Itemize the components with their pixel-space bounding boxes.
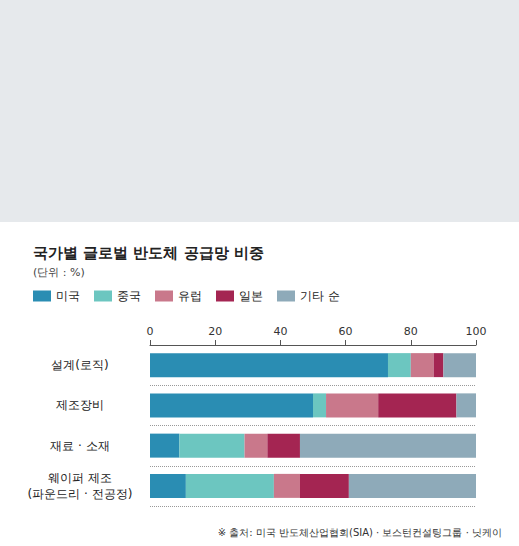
svg-text:60: 60 (339, 325, 353, 338)
svg-text:국가별 글로벌 반도체 공급망 비중: 국가별 글로벌 반도체 공급망 비중 (33, 244, 264, 262)
svg-text:100: 100 (466, 325, 487, 338)
svg-text:제조장비: 제조장비 (56, 398, 104, 412)
svg-text:일본: 일본 (239, 289, 263, 303)
svg-text:(파운드리 · 전공정): (파운드리 · 전공정) (28, 487, 133, 501)
svg-text:(단위 : %): (단위 : %) (33, 266, 85, 279)
svg-text:설계(로직): 설계(로직) (51, 358, 108, 372)
svg-text:미국: 미국 (56, 289, 80, 303)
svg-text:40: 40 (273, 325, 287, 338)
svg-text:재료 · 소재: 재료 · 소재 (50, 439, 109, 453)
svg-text:중국: 중국 (117, 289, 141, 303)
svg-text:기타 순: 기타 순 (300, 289, 340, 303)
svg-text:※ 출처: 미국 반도체산업협회(SIA) · 보스턴컨설팅: ※ 출처: 미국 반도체산업협회(SIA) · 보스턴컨설팅그룹 · 닛케이 (218, 527, 502, 538)
svg-text:0: 0 (147, 325, 154, 338)
svg-text:웨이퍼 제조: 웨이퍼 제조 (48, 471, 112, 485)
svg-text:20: 20 (208, 325, 222, 338)
svg-text:80: 80 (404, 325, 418, 338)
svg-text:유럽: 유럽 (178, 289, 202, 303)
